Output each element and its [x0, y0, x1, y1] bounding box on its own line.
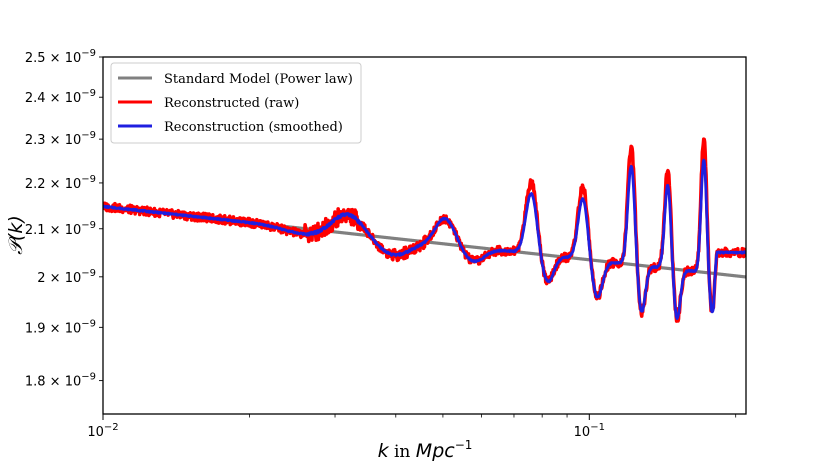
legend-label: Reconstruction (smoothed) [164, 120, 343, 135]
x-tick-label: 10−2 [87, 422, 118, 440]
legend-label: Standard Model (Power law) [164, 72, 353, 87]
legend-box [110, 62, 362, 144]
series-reconstruction-smoothed [103, 158, 746, 320]
y-tick-label: 2.4 × 10−9 [25, 88, 96, 106]
y-tick-label: 2 × 10−9 [37, 268, 96, 286]
y-axis-label: 𝒫(k) [5, 215, 27, 255]
legend-label: Reconstructed (raw) [164, 96, 299, 111]
y-tick-label: 1.8 × 10−9 [25, 372, 96, 390]
y-tick-label: 2.2 × 10−9 [25, 174, 96, 192]
y-tick-label: 2.3 × 10−9 [25, 130, 96, 148]
plot-frame [102, 56, 747, 415]
y-tick-label: 2.1 × 10−9 [25, 220, 96, 238]
x-tick-label: 10−1 [574, 422, 605, 440]
y-tick-label: 2.5 × 10−9 [25, 48, 96, 66]
y-tick-label: 1.9 × 10−9 [25, 318, 96, 336]
x-axis-label: k in Mpc−1 [378, 438, 473, 462]
